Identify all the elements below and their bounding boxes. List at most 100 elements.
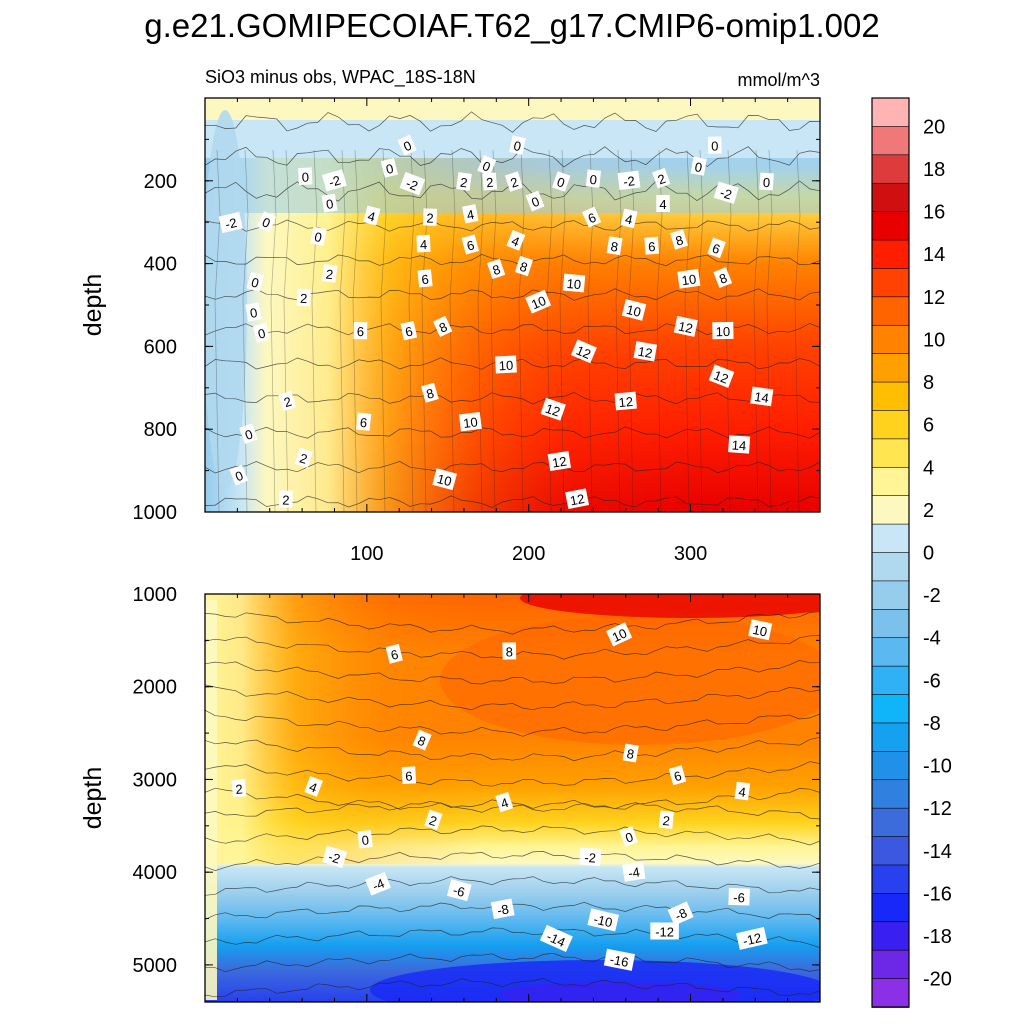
colorbar-label: 8	[923, 372, 934, 394]
contour-line	[214, 149, 221, 512]
y-tick-label: 800	[144, 419, 177, 441]
lower-contour-labels: 10 10 8 6 8 8 6 6 4 4 2 4 2 2 0 0 -2 -2 -4 -4 -6 -6 -8 -8 -10 -12…	[231, 619, 773, 971]
colorbar-swatch	[871, 296, 910, 327]
contour-label: 12	[708, 364, 735, 388]
contour-label-text: 2	[235, 781, 244, 797]
contour-label-box	[380, 158, 398, 178]
contour-label: 6	[400, 320, 418, 341]
contour-label-box	[736, 926, 768, 950]
contour-label-text: 4	[466, 207, 476, 223]
contour-label-text: -10	[592, 911, 614, 930]
contour-label: 8	[502, 642, 517, 660]
contour-label: 4	[734, 781, 751, 801]
contour-label-text: 10	[498, 358, 513, 374]
contour-label-text: 0	[325, 196, 334, 212]
contour-line	[205, 660, 820, 685]
contour-label-text: 4	[624, 211, 634, 227]
y-tick-label: 200	[144, 171, 177, 193]
contour-label-text: 2	[508, 174, 520, 191]
contour-label-text: 14	[753, 389, 769, 406]
x-tick-label: 100	[350, 543, 383, 565]
colorbar-swatch	[871, 949, 910, 980]
contour-label-box	[525, 289, 552, 314]
contour-label-text: 10	[435, 471, 453, 489]
contour-label: 10	[525, 289, 552, 314]
contour-label: 10	[495, 355, 517, 374]
contour-label-box	[603, 948, 636, 971]
contour-label: 0	[619, 826, 639, 847]
contour-label-text: -2	[327, 172, 342, 190]
contour-label: 2	[482, 172, 498, 191]
colorbar-swatch	[871, 126, 910, 156]
contour-label: 12	[547, 450, 572, 472]
contour-label: 14	[728, 435, 751, 454]
colorbar-swatch	[871, 807, 910, 838]
contour-label-box	[668, 765, 687, 786]
contour-label: -2	[713, 181, 739, 204]
contour-line	[205, 684, 820, 711]
colorbar-label: -20	[923, 969, 952, 991]
contour-label-box	[278, 390, 297, 412]
contour-label-text: -2	[622, 173, 635, 189]
contour-label-box	[322, 845, 348, 869]
y-tick-label: 4000	[133, 862, 178, 884]
contour-label-box	[708, 364, 735, 388]
contour-label-text: -14	[544, 929, 567, 950]
contour-line	[205, 146, 820, 168]
contour-label-box	[432, 468, 457, 491]
lower-ylabel: depth	[79, 767, 107, 830]
contour-label-text: 2	[282, 394, 294, 411]
contour-label-text: 8	[626, 746, 636, 762]
contour-label-text: 2	[325, 267, 334, 283]
contour-label-box	[728, 435, 751, 454]
contour-label-text: 2	[426, 210, 434, 225]
colorbar-label: 12	[923, 287, 945, 309]
contour-label-text: 6	[405, 769, 413, 784]
contour-label: 10	[621, 299, 647, 321]
colorbar-label: 6	[923, 415, 934, 437]
colorbar-swatch	[871, 580, 910, 611]
contour-label-text: 0	[243, 426, 255, 443]
contour-label: 0	[310, 226, 327, 246]
colorbar-swatch	[871, 410, 910, 440]
contour-line	[205, 851, 820, 871]
colorbar-swatch	[871, 211, 910, 241]
x-tick-label: 300	[674, 543, 707, 565]
contour-label-box	[650, 922, 679, 940]
contour-label-box	[424, 809, 443, 831]
lower-panel: 10 10 8 6 8 8 6 6 4 4 2 4 2 2 0 0 -2 -2 -4 -4 -6 -6 -8 -8 -10 -12…	[79, 584, 821, 1003]
contour-label: 12	[673, 315, 698, 337]
contour-line	[697, 149, 704, 512]
colorbar-label: -12	[923, 798, 952, 820]
colorbar: 20181614121086420-2-4-6-8-10-12-14-16-18…	[871, 97, 952, 1008]
contour-line	[449, 149, 456, 512]
contour-label-box	[621, 299, 647, 321]
contour-label: 12	[633, 341, 658, 362]
contour-label-box	[298, 167, 313, 186]
contour-label-box	[504, 171, 523, 192]
contour-label-text: 2	[486, 175, 495, 191]
contour-label-box	[750, 386, 774, 407]
contour-label-box	[565, 488, 590, 510]
contour-line	[684, 149, 691, 512]
chart-subtitle-left: SiO3 minus obs, WPAC_18S-18N	[205, 67, 476, 88]
colorbar-swatch	[871, 609, 910, 639]
contour-label: 2	[422, 208, 438, 226]
contour-label-text: -12	[741, 930, 763, 949]
contour-label-box	[622, 861, 646, 882]
contour-label: 0	[246, 271, 265, 292]
contour-label-text: 6	[465, 237, 476, 253]
contour-label-box	[690, 156, 707, 176]
contour-label-box	[713, 267, 733, 288]
contour-label-box	[585, 169, 602, 188]
contour-label-box	[707, 136, 722, 154]
contour-label-box	[490, 898, 515, 920]
contour-label-box	[619, 826, 639, 847]
colorbar-swatch	[871, 268, 910, 298]
contour-label-text: 10	[462, 414, 478, 431]
contour-label: 6	[461, 234, 479, 255]
contour-label: 6	[707, 237, 726, 259]
contour-label-text: 6	[710, 240, 722, 257]
contour-label-text: 12	[544, 401, 563, 420]
contour-label: 4	[656, 195, 670, 212]
